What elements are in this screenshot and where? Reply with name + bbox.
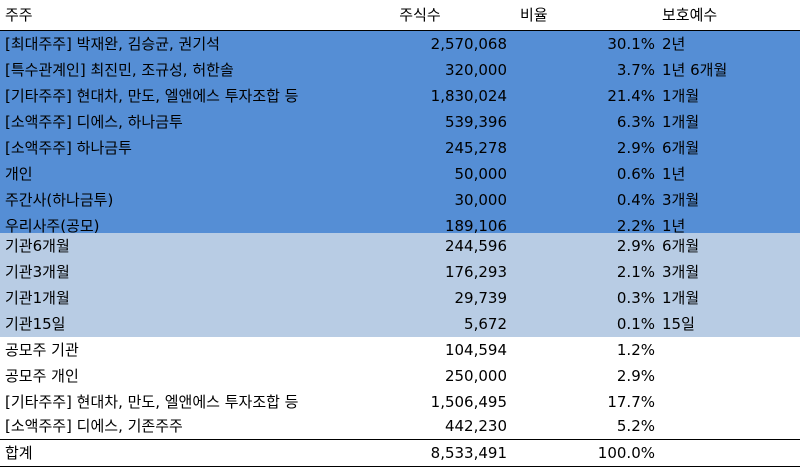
total-ratio: 100.0%	[597, 444, 655, 462]
cell-shares: 104,594	[444, 341, 507, 359]
table-row: 주간사(하나금투) 30,000 0.4% 3개월	[0, 187, 800, 213]
header-shares: 주식수	[399, 6, 441, 24]
cell-lockup: 2년	[662, 35, 686, 53]
table-row: 공모주 개인 250,000 2.9%	[0, 363, 800, 389]
cell-ratio: 1.2%	[616, 341, 655, 359]
header-ratio: 비율	[520, 6, 548, 24]
cell-ratio: 2.1%	[616, 263, 655, 281]
cell-shares: 2,570,068	[430, 35, 507, 53]
cell-holder: [최대주주] 박재완, 김승균, 권기석	[5, 35, 220, 53]
cell-holder: [특수관계인] 최진민, 조규성, 허한솔	[5, 61, 234, 79]
cell-ratio: 3.7%	[616, 61, 655, 79]
table-row: [최대주주] 박재완, 김승균, 권기석 2,570,068 30.1% 2년	[0, 31, 800, 57]
total-row: 합계 8,533,491 100.0%	[0, 440, 800, 466]
header-holder: 주주	[5, 6, 33, 24]
cell-holder: [소액주주] 디에스, 하나금투	[5, 113, 183, 131]
cell-lockup: 3개월	[662, 263, 700, 281]
cell-shares: 250,000	[444, 367, 507, 385]
cell-ratio: 30.1%	[607, 35, 655, 53]
cell-ratio: 5.2%	[616, 417, 655, 435]
cell-holder: 공모주 개인	[5, 367, 79, 385]
cell-holder: 우리사주(공모)	[5, 217, 100, 235]
cell-holder: 기관6개월	[5, 237, 70, 255]
table-row: [기타주주] 현대차, 만도, 엘앤에스 투자조합 등 1,830,024 21…	[0, 83, 800, 109]
table-row: 공모주 기관 104,594 1.2%	[0, 337, 800, 363]
cell-lockup: 1개월	[662, 113, 700, 131]
cell-shares: 244,596	[444, 237, 507, 255]
cell-ratio: 0.4%	[616, 191, 655, 209]
table-row: [소액주주] 디에스, 기존주주 442,230 5.2%	[0, 413, 800, 439]
cell-holder: [기타주주] 현대차, 만도, 엘앤에스 투자조합 등	[5, 87, 299, 105]
table-row: 기관15일 5,672 0.1% 15일	[0, 311, 800, 337]
header-lockup: 보호예수	[662, 6, 718, 24]
cell-shares: 1,830,024	[430, 87, 507, 105]
cell-holder: 공모주 기관	[5, 341, 79, 359]
total-lockup	[662, 440, 797, 466]
table-row: 개인 50,000 0.6% 1년	[0, 161, 800, 187]
cell-lockup: 6개월	[662, 237, 700, 255]
cell-lockup: 1년 6개월	[662, 61, 728, 79]
table-row: [특수관계인] 최진민, 조규성, 허한솔 320,000 3.7% 1년 6개…	[0, 57, 800, 83]
cell-ratio: 0.6%	[616, 165, 655, 183]
cell-lockup	[662, 389, 797, 415]
cell-ratio: 2.9%	[616, 367, 655, 385]
table-row: [기타주주] 현대차, 만도, 엘앤에스 투자조합 등 1,506,495 17…	[0, 389, 800, 415]
cell-lockup: 1개월	[662, 289, 700, 307]
cell-holder: 주간사(하나금투)	[5, 191, 114, 209]
cell-ratio: 0.3%	[616, 289, 655, 307]
cell-lockup: 6개월	[662, 139, 700, 157]
cell-shares: 50,000	[454, 165, 508, 183]
cell-shares: 30,000	[454, 191, 508, 209]
cell-shares: 176,293	[444, 263, 507, 281]
cell-ratio: 0.1%	[616, 315, 655, 333]
table-header: 주주 주식수 비율 보호예수	[0, 0, 800, 30]
cell-holder: 개인	[5, 165, 33, 183]
cell-ratio: 2.9%	[616, 237, 655, 255]
cell-lockup	[662, 363, 797, 389]
cell-holder: [기타주주] 현대차, 만도, 엘앤에스 투자조합 등	[5, 393, 299, 411]
table-row: 기관3개월 176,293 2.1% 3개월	[0, 259, 800, 285]
cell-shares: 442,230	[444, 417, 507, 435]
cell-lockup: 1년	[662, 165, 686, 183]
cell-shares: 189,106	[444, 217, 507, 235]
cell-lockup: 3개월	[662, 191, 700, 209]
cell-lockup	[662, 337, 797, 363]
cell-lockup: 1년	[662, 217, 686, 235]
cell-ratio: 2.2%	[616, 217, 655, 235]
cell-holder: [소액주주] 디에스, 기존주주	[5, 417, 183, 435]
cell-holder: 기관1개월	[5, 289, 70, 307]
header-divider	[0, 30, 800, 31]
cell-shares: 245,278	[444, 139, 507, 157]
cell-lockup: 15일	[662, 315, 695, 333]
table-row: 기관1개월 29,739 0.3% 1개월	[0, 285, 800, 311]
cell-shares: 1,506,495	[430, 393, 507, 411]
cell-holder: 기관3개월	[5, 263, 70, 281]
table-row: 기관6개월 244,596 2.9% 6개월	[0, 233, 800, 259]
cell-ratio: 17.7%	[607, 393, 655, 411]
cell-shares: 5,672	[464, 315, 507, 333]
total-label: 합계	[5, 444, 33, 462]
cell-lockup	[662, 413, 797, 439]
cell-shares: 29,739	[454, 289, 508, 307]
cell-ratio: 2.9%	[616, 139, 655, 157]
total-divider	[0, 439, 800, 440]
cell-lockup: 1개월	[662, 87, 700, 105]
total-shares: 8,533,491	[430, 444, 507, 462]
cell-shares: 320,000	[444, 61, 507, 79]
bottom-border	[0, 466, 800, 467]
cell-holder: 기관15일	[5, 315, 66, 333]
cell-ratio: 6.3%	[616, 113, 655, 131]
cell-ratio: 21.4%	[607, 87, 655, 105]
cell-shares: 539,396	[444, 113, 507, 131]
table-row: [소액주주] 디에스, 하나금투 539,396 6.3% 1개월	[0, 109, 800, 135]
cell-holder: [소액주주] 하나금투	[5, 139, 132, 157]
table-row: [소액주주] 하나금투 245,278 2.9% 6개월	[0, 135, 800, 161]
